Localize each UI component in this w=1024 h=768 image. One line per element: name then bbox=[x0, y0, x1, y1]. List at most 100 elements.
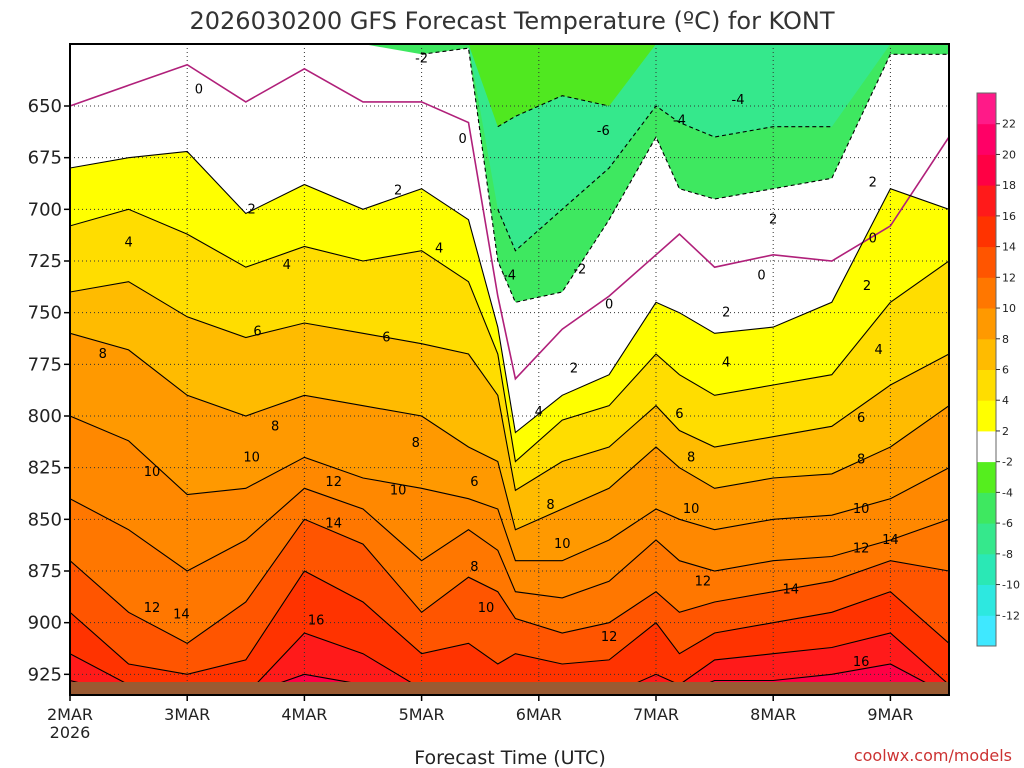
y-tick-label: 800 bbox=[28, 406, 62, 427]
contour-label: 8 bbox=[412, 436, 420, 451]
contour-label: 10 bbox=[243, 450, 260, 465]
contour-label: 2 bbox=[394, 184, 402, 199]
y-tick-label: 775 bbox=[28, 354, 62, 375]
colorbar-label: 6 bbox=[1002, 364, 1009, 377]
colorbar-swatch bbox=[977, 400, 996, 432]
contour-label: 2 bbox=[869, 175, 877, 190]
contour-label: 2 bbox=[570, 361, 578, 376]
contour-label: 10 bbox=[853, 502, 870, 517]
isotherm-0 bbox=[70, 63, 949, 381]
contour-label: 4 bbox=[535, 405, 543, 420]
y-tick-label: 650 bbox=[28, 96, 62, 117]
colorbar-label: -6 bbox=[1002, 517, 1013, 530]
contour-label: 12 bbox=[144, 601, 161, 616]
colorbar-swatch bbox=[977, 338, 996, 370]
x-tick-sublabel: 2026 bbox=[50, 723, 91, 742]
y-tick-label: 875 bbox=[28, 561, 62, 582]
contour-label: 12 bbox=[853, 541, 870, 556]
colorbar-label: 16 bbox=[1002, 210, 1016, 223]
contour-label: 14 bbox=[325, 516, 342, 531]
colorbar-label: 10 bbox=[1002, 302, 1016, 315]
site-credit[interactable]: coolwx.com/models bbox=[854, 746, 1012, 765]
x-axis-label: Forecast Time (UTC) bbox=[414, 747, 605, 768]
contour-labels: 0 -2 0 -4 -6 -4 2 2 2 4 4 4 -4 -2 2 0 0 0 2 2 6 6 8 2 4 4 8 4 6 6 8 10 1… bbox=[99, 51, 899, 669]
contour-label: 2 bbox=[863, 279, 871, 294]
isotherm-16 bbox=[70, 570, 949, 675]
isotherm-6 bbox=[70, 281, 949, 492]
contour-label: 6 bbox=[857, 411, 865, 426]
colorbar-label: -8 bbox=[1002, 548, 1013, 561]
y-tick-label: 900 bbox=[28, 613, 62, 634]
colorbar-swatch bbox=[977, 615, 996, 647]
colorbar-label: -12 bbox=[1002, 609, 1020, 622]
contour-label: -2 bbox=[573, 262, 586, 277]
colorbar-swatch bbox=[977, 154, 996, 186]
isotherm-18 bbox=[70, 632, 949, 695]
contour-label: 2 bbox=[769, 213, 777, 228]
x-tick-label: 2MAR bbox=[47, 705, 93, 724]
x-tick-label: 7MAR bbox=[633, 705, 679, 724]
y-tick-label: 825 bbox=[28, 458, 62, 479]
contour-label: 4 bbox=[283, 258, 291, 273]
colorbar-label: 22 bbox=[1002, 118, 1016, 131]
contour-label: 10 bbox=[554, 537, 571, 552]
contour-label: 14 bbox=[783, 583, 800, 598]
contour-label: 6 bbox=[382, 330, 390, 345]
contour-label: 16 bbox=[308, 614, 325, 629]
y-tick-label: 725 bbox=[28, 251, 62, 272]
contour-label: 2 bbox=[248, 202, 256, 217]
colorbar: -12 -10 -8 -6 -4 -2 2 4 6 8 10 12 14 16 18 20 22 bbox=[976, 92, 1020, 647]
colorbar-swatch bbox=[977, 523, 996, 555]
colorbar-label: -10 bbox=[1002, 579, 1020, 592]
isotherm--2 bbox=[421, 47, 949, 303]
isotherm-8 bbox=[70, 332, 949, 531]
terrain-ground bbox=[70, 682, 949, 695]
contour-label: 8 bbox=[687, 450, 695, 465]
contour-label: -4 bbox=[673, 113, 686, 128]
y-tick-label: 850 bbox=[28, 509, 62, 530]
y-tick-label: 675 bbox=[28, 148, 62, 169]
colorbar-swatch bbox=[977, 553, 996, 585]
y-tick-label: 700 bbox=[28, 199, 62, 220]
y-tick-label: 925 bbox=[28, 664, 62, 685]
colorbar-swatch bbox=[977, 584, 996, 616]
colorbar-swatch bbox=[977, 369, 996, 401]
colorbar-label: 4 bbox=[1002, 394, 1009, 407]
contour-label: 10 bbox=[683, 502, 700, 517]
colorbar-label: 14 bbox=[1002, 241, 1016, 254]
contour-label: 10 bbox=[478, 601, 495, 616]
contour-label: 8 bbox=[546, 498, 554, 513]
contour-label: 4 bbox=[875, 343, 883, 358]
contour-label: 0 bbox=[458, 132, 466, 147]
contour-label: 6 bbox=[470, 475, 478, 490]
contour-label: 8 bbox=[271, 419, 279, 434]
gridlines bbox=[70, 44, 949, 695]
colorbar-swatch bbox=[977, 492, 996, 524]
isotherm-10 bbox=[70, 415, 949, 562]
contour-label: 12 bbox=[325, 475, 342, 490]
colorbar-swatch bbox=[977, 93, 996, 125]
x-tick-label: 6MAR bbox=[516, 705, 562, 724]
contour-label: 2 bbox=[722, 306, 730, 321]
contour-label: 8 bbox=[470, 560, 478, 575]
colorbar-swatch bbox=[977, 308, 996, 340]
colorbar-label: 18 bbox=[1002, 179, 1016, 192]
contour-label: 0 bbox=[195, 82, 203, 97]
colorbar-swatch bbox=[977, 430, 996, 463]
colorbar-swatch bbox=[977, 215, 996, 248]
contour-label: 8 bbox=[99, 347, 107, 362]
contour-label: 12 bbox=[695, 574, 712, 589]
contour-label: 0 bbox=[757, 268, 765, 283]
contour-label: 16 bbox=[853, 655, 870, 670]
x-tick-label: 3MAR bbox=[164, 705, 210, 724]
colorbar-label: -4 bbox=[1002, 486, 1013, 499]
temperature-fill-layer bbox=[70, 44, 949, 695]
contour-label: 6 bbox=[253, 324, 261, 339]
contour-label: 12 bbox=[601, 630, 618, 645]
contour-label: 8 bbox=[857, 452, 865, 467]
isotherm-20 bbox=[70, 663, 949, 695]
x-tick-label: 4MAR bbox=[281, 705, 327, 724]
contour-label: 10 bbox=[390, 483, 407, 498]
